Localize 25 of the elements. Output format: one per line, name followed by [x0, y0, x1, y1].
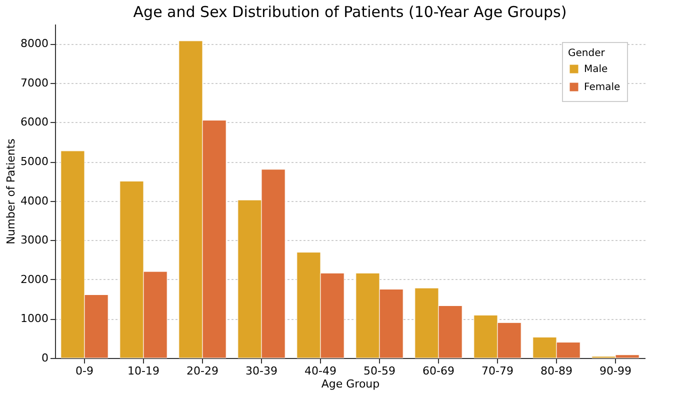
y-tick-label: 6000 — [20, 116, 48, 129]
x-tick-label: 70-79 — [482, 364, 514, 378]
chart-title: Age and Sex Distribution of Patients (10-Year Age Groups) — [133, 3, 567, 21]
y-tick-label: 2000 — [20, 272, 48, 286]
x-tick-label: 40-49 — [304, 364, 336, 378]
x-tick-label: 10-19 — [128, 364, 160, 378]
y-axis-title: Number of Patients — [4, 138, 18, 244]
y-tick-label: 5000 — [20, 155, 48, 168]
y-tick-label: 3000 — [20, 234, 48, 247]
legend-label: Male — [584, 64, 608, 75]
y-tick-label: 4000 — [20, 194, 48, 208]
x-axis-title: Age Group — [321, 378, 380, 390]
x-tick-label: 60-69 — [422, 364, 454, 378]
x-tick-label: 30-39 — [246, 364, 278, 378]
legend-label: Female — [584, 82, 620, 93]
y-tick-label: 7000 — [20, 76, 48, 90]
x-tick-label: 80-89 — [540, 364, 572, 378]
x-tick-label: 20-29 — [186, 364, 218, 378]
x-tick-label: 50-59 — [364, 364, 396, 378]
y-tick-label: 0 — [42, 352, 48, 364]
x-tick-label: 0-9 — [76, 364, 94, 378]
legend-title: Gender — [568, 48, 606, 59]
y-tick-label: 1000 — [20, 312, 48, 326]
x-tick-label: 90-99 — [600, 364, 632, 378]
y-tick-label: 8000 — [20, 37, 48, 50]
